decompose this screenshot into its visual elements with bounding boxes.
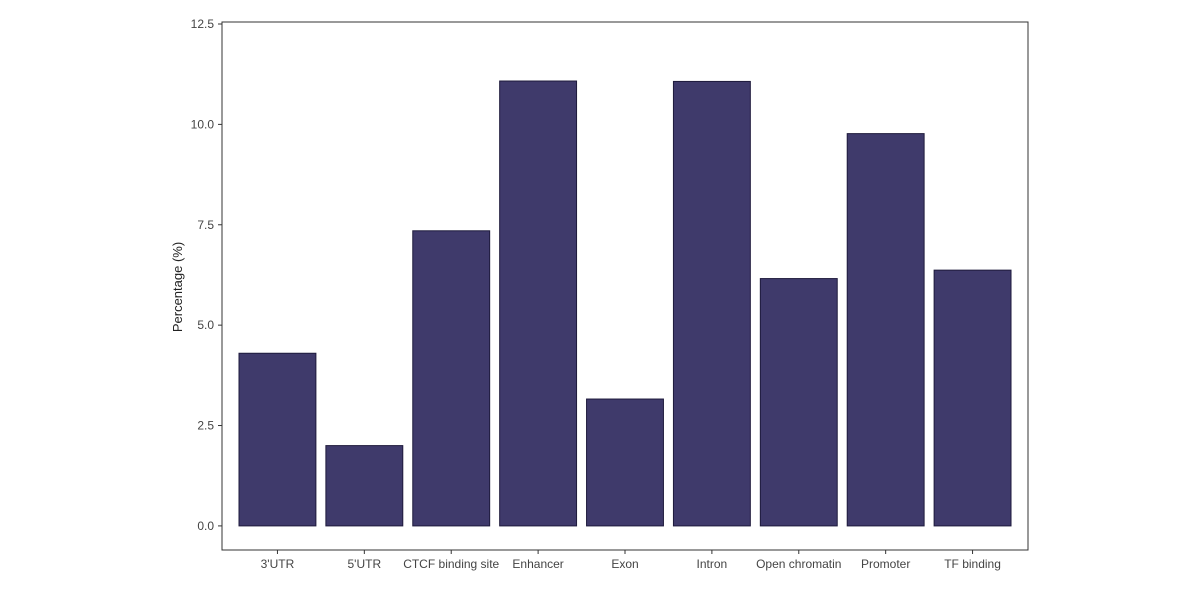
y-tick-label: 12.5	[191, 17, 215, 31]
y-axis-label: Percentage (%)	[170, 242, 185, 332]
x-tick-label: 3'UTR	[261, 557, 295, 571]
x-axis: 3'UTR 5'UTR CTCF binding site Enhancer Exon I…	[261, 550, 1001, 571]
bar	[586, 398, 664, 527]
x-tick-label: Enhancer	[512, 557, 563, 571]
bar	[933, 269, 1012, 527]
bar	[412, 230, 491, 527]
bar	[499, 80, 578, 527]
x-tick-label: Promoter	[861, 557, 910, 571]
x-tick-label: Exon	[611, 557, 638, 571]
bar	[672, 80, 751, 527]
x-tick-label: Intron	[697, 557, 728, 571]
y-tick-label: 0.0	[197, 519, 214, 533]
bar	[325, 445, 404, 527]
x-tick-label: CTCF binding site	[403, 557, 499, 571]
y-axis: 0.0 2.5 5.0 7.5 10.0 12.5	[191, 17, 222, 533]
bars-layer	[238, 80, 1012, 527]
bar	[846, 133, 925, 527]
x-tick-label: TF binding	[944, 557, 1001, 571]
y-tick-label: 2.5	[197, 419, 214, 433]
x-tick-label: 5'UTR	[348, 557, 382, 571]
bar	[759, 278, 838, 527]
x-tick-label: Open chromatin	[756, 557, 841, 571]
y-tick-label: 10.0	[191, 117, 215, 131]
y-tick-label: 5.0	[197, 318, 214, 332]
y-tick-label: 7.5	[197, 218, 214, 232]
bar	[238, 352, 317, 527]
